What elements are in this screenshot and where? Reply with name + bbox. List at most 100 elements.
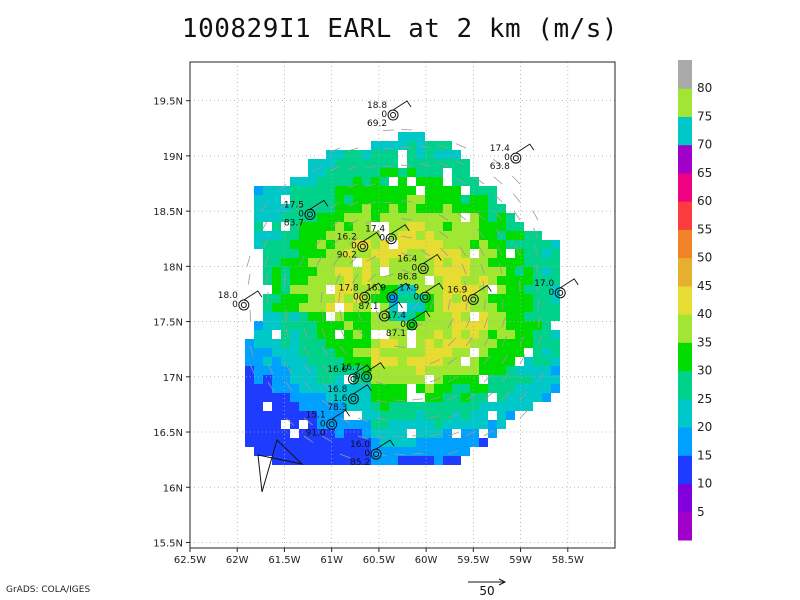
field-cell [290, 294, 299, 303]
field-cell [416, 213, 425, 222]
field-cell [416, 141, 425, 150]
field-cell [245, 429, 254, 438]
station-label: 17.8 [339, 283, 359, 293]
field-cell [398, 231, 407, 240]
wind-arrow [429, 433, 441, 437]
field-cell [407, 447, 416, 456]
wind-arrow [401, 146, 413, 149]
field-cell [443, 375, 452, 384]
field-cell [380, 186, 389, 195]
field-cell [326, 357, 335, 366]
station-label: 0 [462, 294, 468, 304]
field-cell [425, 357, 434, 366]
field-cell [506, 240, 515, 249]
field-cell [299, 411, 308, 420]
field-cell [407, 303, 416, 312]
field-cell [290, 366, 299, 375]
field-cell [371, 249, 380, 258]
field-cell [443, 366, 452, 375]
field-cell [389, 249, 398, 258]
field-cell [362, 213, 371, 222]
field-cell [281, 402, 290, 411]
field-cell [281, 267, 290, 276]
wind-arrow [483, 373, 493, 383]
station-label: 0 [232, 300, 238, 310]
field-cell [416, 375, 425, 384]
field-cell [272, 204, 281, 213]
field-cell [452, 168, 461, 177]
wind-barb [353, 364, 372, 375]
latitude-tick-label: 16.5N [153, 428, 183, 439]
wind-arrow [285, 327, 290, 339]
field-cell [506, 357, 515, 366]
field-cell [452, 204, 461, 213]
field-cell [290, 339, 299, 348]
field-cell [542, 312, 551, 321]
field-cell [443, 348, 452, 357]
field-cell [263, 303, 272, 312]
field-cell [407, 438, 416, 447]
field-cell [389, 357, 398, 366]
field-cell [452, 249, 461, 258]
field-cell [524, 294, 533, 303]
field-cell [461, 249, 470, 258]
field-cell [452, 276, 461, 285]
field-cell [452, 393, 461, 402]
field-cell [551, 294, 560, 303]
colorbar-swatch [678, 201, 692, 230]
colorbar-label: 55 [697, 222, 712, 236]
field-cell [398, 132, 407, 141]
field-cell [515, 366, 524, 375]
field-cell [461, 375, 470, 384]
field-cell [461, 420, 470, 429]
field-cell [290, 213, 299, 222]
field-cell [389, 303, 398, 312]
field-cell [488, 339, 497, 348]
field-cell [380, 294, 389, 303]
field-cell [389, 321, 398, 330]
field-cell [425, 195, 434, 204]
wind-arrow [382, 201, 395, 204]
field-cell [407, 456, 416, 465]
field-cell [281, 447, 290, 456]
latitude-tick-label: 19N [163, 152, 183, 163]
field-cell [443, 258, 452, 267]
field-cell [425, 348, 434, 357]
field-cell [389, 186, 398, 195]
colorbar-swatch [678, 370, 692, 400]
wind-arrow [401, 269, 413, 275]
field-cell [479, 393, 488, 402]
field-cell [479, 195, 488, 204]
field-cell [515, 384, 524, 393]
field-cell [371, 420, 380, 429]
field-cell [371, 294, 380, 303]
field-cell [272, 258, 281, 267]
wind-arrow [483, 392, 493, 401]
field-cell [272, 231, 281, 240]
field-cell [353, 213, 362, 222]
wind-arrow [457, 212, 467, 221]
field-cell [263, 384, 272, 393]
field-cell [434, 402, 443, 411]
field-cell [371, 339, 380, 348]
field-cell [434, 285, 443, 294]
wind-arrow [261, 201, 269, 212]
latitude-tick-label: 15.5N [153, 538, 183, 549]
field-cell [353, 276, 362, 285]
field-cell [317, 168, 326, 177]
field-cell [326, 240, 335, 249]
wind-arrow [532, 210, 539, 221]
field-cell [344, 339, 353, 348]
field-cell [263, 429, 272, 438]
field-cell [371, 258, 380, 267]
field-cell [353, 330, 362, 339]
field-cell [371, 267, 380, 276]
field-cell [335, 168, 344, 177]
wind-arrow [535, 263, 539, 275]
field-cell [461, 222, 470, 231]
dropsonde-station: 87.1 [359, 301, 403, 322]
station-label: 0 [379, 234, 385, 244]
station-label: 17.0 [534, 279, 554, 289]
field-cell [542, 303, 551, 312]
